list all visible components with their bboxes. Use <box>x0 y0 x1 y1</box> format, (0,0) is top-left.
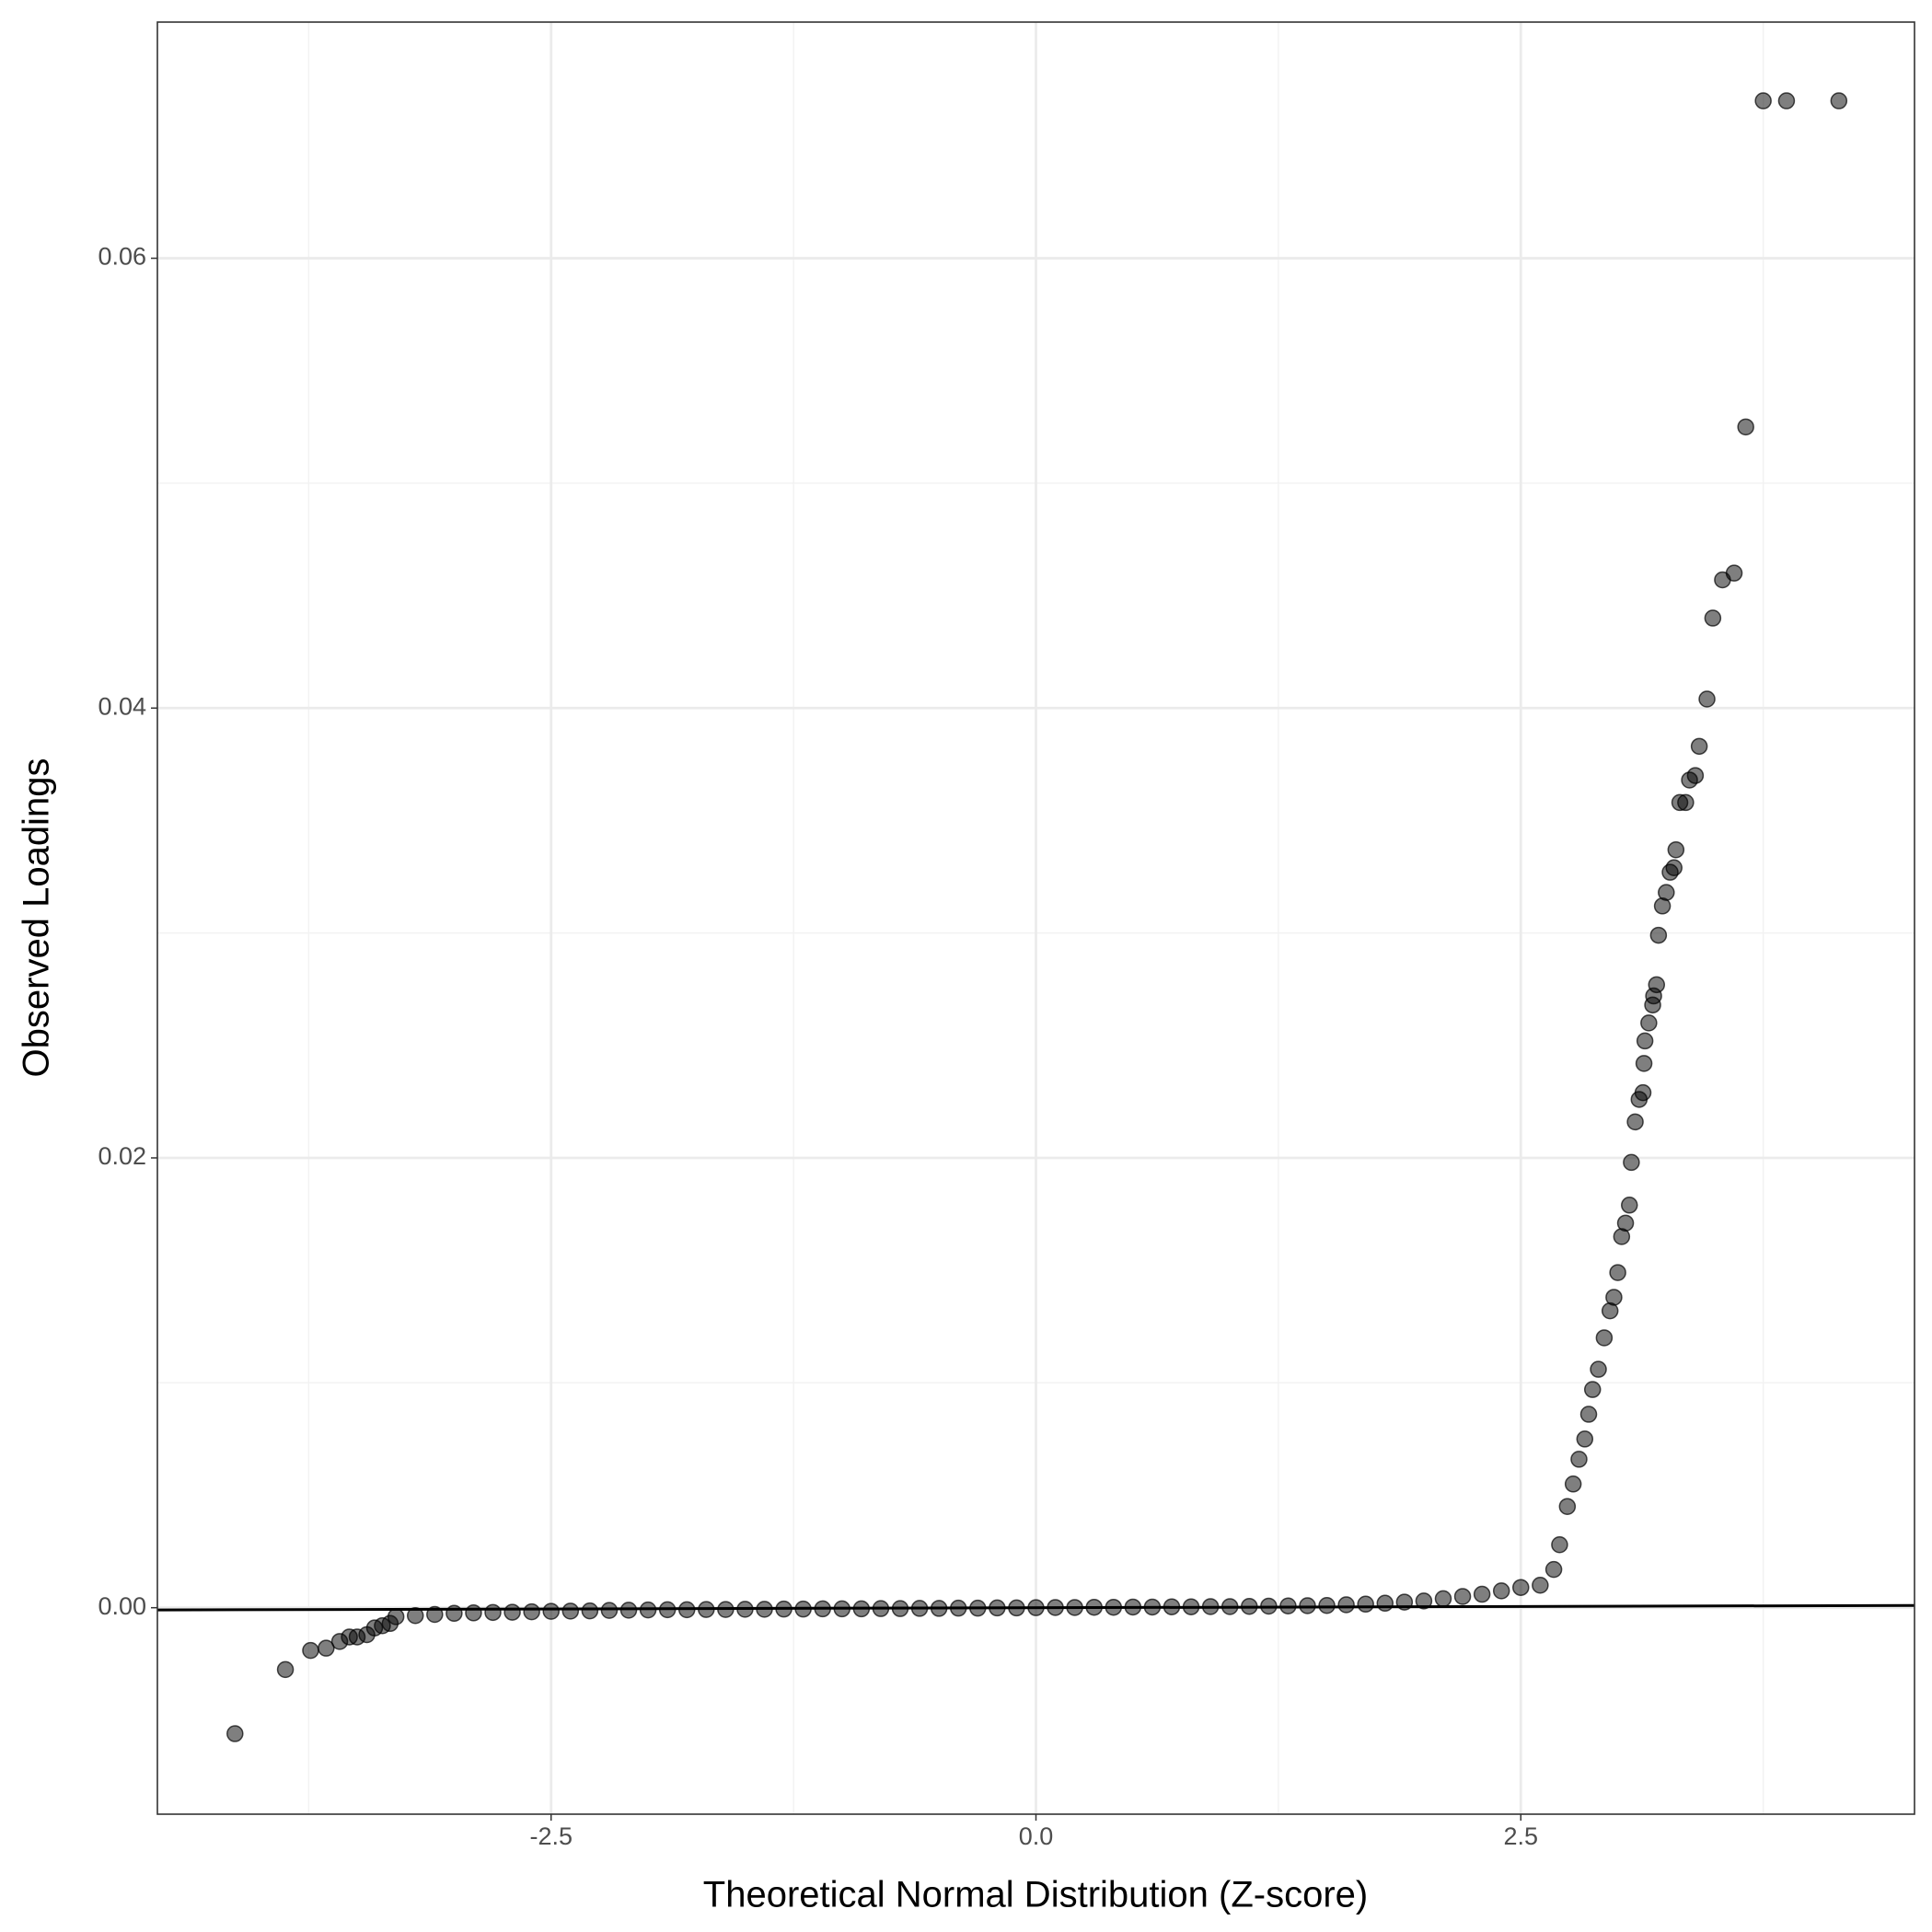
point <box>1623 1153 1640 1172</box>
point <box>1590 1360 1607 1378</box>
point <box>226 1725 244 1742</box>
point <box>1512 1579 1530 1596</box>
x-tick-label: 0.0 <box>1019 1822 1054 1850</box>
x-tick-label: -2.5 <box>529 1822 573 1850</box>
point <box>1725 564 1743 582</box>
point <box>465 1604 482 1622</box>
point <box>1357 1595 1374 1614</box>
point <box>1564 1475 1582 1493</box>
point <box>1609 1264 1626 1281</box>
point <box>1754 92 1772 110</box>
point <box>561 1602 580 1620</box>
point <box>1492 1582 1510 1600</box>
point <box>276 1660 295 1679</box>
point <box>1376 1594 1394 1613</box>
y-tick-label: 0.02 <box>98 1142 146 1170</box>
point <box>387 1608 405 1625</box>
point <box>302 1641 319 1660</box>
point <box>1635 1055 1653 1072</box>
point <box>542 1602 560 1620</box>
grid <box>157 22 1915 1814</box>
point <box>1570 1451 1588 1468</box>
y-tick-label: 0.04 <box>98 692 146 720</box>
point <box>1658 884 1675 901</box>
point <box>619 1602 638 1619</box>
point <box>1532 1576 1549 1594</box>
point <box>406 1606 424 1625</box>
point <box>1690 737 1708 756</box>
x-tick-label: 2.5 <box>1503 1822 1538 1850</box>
point <box>1616 1214 1635 1232</box>
point <box>1621 1197 1638 1214</box>
point <box>1558 1498 1577 1515</box>
point <box>1649 926 1668 944</box>
point <box>581 1602 599 1620</box>
y-axis-title: Observed Loadings <box>17 758 57 1078</box>
point <box>1595 1329 1614 1347</box>
point <box>503 1603 521 1621</box>
point <box>1677 793 1695 812</box>
point <box>1704 609 1722 627</box>
panel-border <box>156 21 1915 1815</box>
point <box>1415 1592 1433 1610</box>
point <box>523 1602 540 1621</box>
point <box>1667 840 1685 859</box>
point <box>1648 976 1666 994</box>
point <box>1777 92 1796 110</box>
point <box>1626 1113 1644 1131</box>
point <box>1318 1596 1336 1614</box>
point <box>1665 859 1683 877</box>
point <box>1698 690 1716 708</box>
point <box>1583 1381 1602 1398</box>
x-axis-title: Theoretical Normal Distribution (Z-score… <box>703 1875 1368 1915</box>
point <box>1686 767 1705 784</box>
point <box>1551 1536 1568 1554</box>
point <box>1579 1406 1598 1423</box>
point <box>1473 1585 1491 1603</box>
point <box>1453 1588 1472 1605</box>
point <box>1737 418 1754 436</box>
y-tick-label: 0.00 <box>98 1592 146 1620</box>
point <box>1640 1014 1658 1032</box>
point <box>484 1603 502 1622</box>
point <box>1337 1596 1355 1614</box>
point <box>1634 1083 1652 1102</box>
overlay: -2.5 0.0 2.5 0.00 0.02 0.04 0.06 <box>98 21 1915 1850</box>
point <box>318 1639 335 1657</box>
point <box>1544 1560 1563 1579</box>
point <box>1605 1289 1623 1306</box>
point <box>600 1602 619 1619</box>
point <box>1576 1430 1594 1448</box>
point <box>1636 1032 1654 1050</box>
point <box>1434 1590 1452 1608</box>
point <box>1830 92 1848 110</box>
y-tick-label: 0.06 <box>98 243 146 271</box>
reference-line <box>156 1603 1915 1612</box>
